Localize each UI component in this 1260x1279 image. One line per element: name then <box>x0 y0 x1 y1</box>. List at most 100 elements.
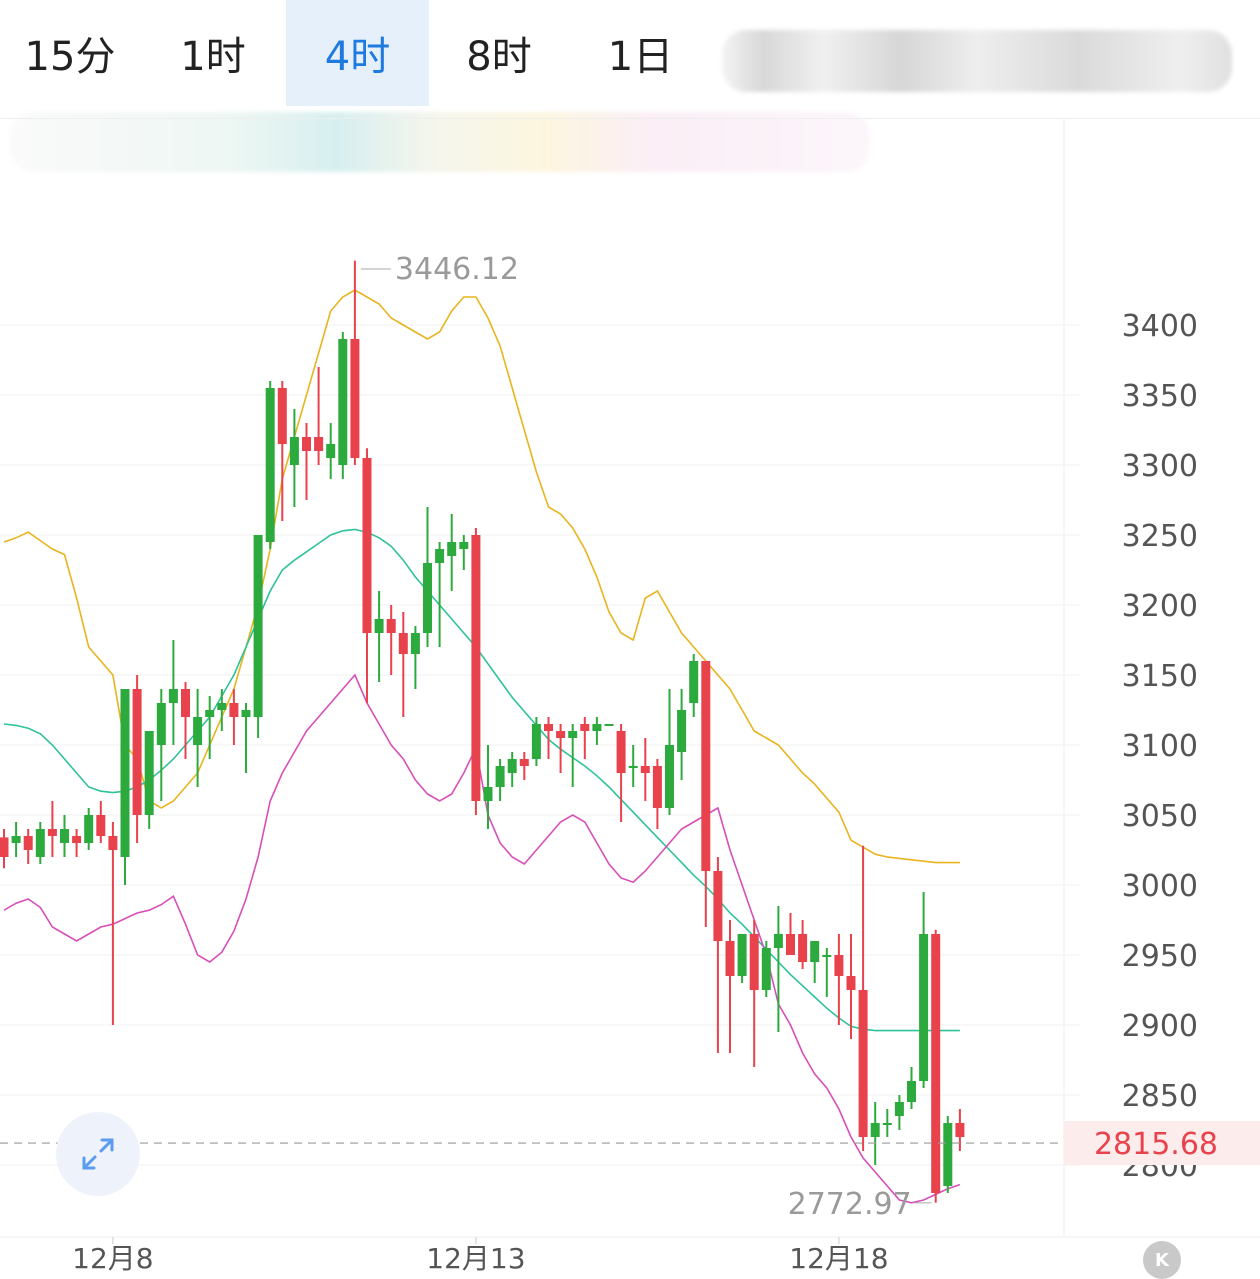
y-tick-label: 3150 <box>1122 659 1198 694</box>
candle <box>870 1102 880 1165</box>
candle <box>773 906 783 1032</box>
candle <box>665 689 674 815</box>
candle-body <box>810 941 820 962</box>
candle <box>761 941 771 997</box>
candle <box>362 448 372 703</box>
candle <box>834 934 844 1025</box>
candle-body <box>531 724 541 759</box>
candle <box>640 738 650 801</box>
high-marker-label: 3446.12 <box>395 252 519 287</box>
lower-band-line <box>3 673 961 1204</box>
candle-body <box>713 871 723 941</box>
candle <box>568 724 578 787</box>
candle-body <box>326 444 336 458</box>
timeframe-tabs: 15分 1时 4时 8时 1日 <box>0 0 1260 172</box>
candle-body <box>423 563 432 633</box>
candle-body <box>229 703 239 717</box>
candle <box>495 759 505 801</box>
candle-body <box>725 941 735 976</box>
candle-body <box>435 549 445 563</box>
candle-body <box>882 1123 892 1125</box>
candle-body <box>894 1102 904 1116</box>
bollinger-bands <box>3 289 961 1204</box>
candle-body <box>108 836 118 850</box>
candle <box>84 808 94 850</box>
candle-body <box>205 710 215 717</box>
candle <box>60 815 69 857</box>
candle <box>96 801 106 843</box>
candle-body <box>592 724 602 731</box>
candle-body <box>749 934 759 990</box>
candle <box>193 689 203 787</box>
tab-8h[interactable]: 8时 <box>466 34 532 80</box>
candle <box>35 822 45 864</box>
candle-body <box>314 437 324 451</box>
candle-body <box>156 703 166 745</box>
low-marker-label: 2772.97 <box>788 1187 912 1222</box>
candle-body <box>919 934 929 1081</box>
candle <box>810 941 820 983</box>
candle-body <box>193 717 203 745</box>
candle-body <box>580 724 590 731</box>
candles <box>0 260 965 1203</box>
candle <box>604 724 614 726</box>
candle-body <box>132 689 142 815</box>
candle <box>955 1109 965 1151</box>
x-tick-label: 12月8 <box>72 1242 153 1275</box>
candle-body <box>277 388 287 444</box>
candle-body <box>701 661 711 871</box>
tab-15min[interactable]: 15分 <box>24 34 116 80</box>
candle-body <box>241 710 251 717</box>
tab-1h[interactable]: 1时 <box>180 34 246 80</box>
candle-body <box>410 633 420 654</box>
expand-arrows-icon <box>82 1138 114 1170</box>
candle <box>507 752 517 787</box>
candle-body <box>846 976 856 990</box>
tab-1d[interactable]: 1日 <box>607 34 674 80</box>
candle <box>120 689 130 885</box>
markers: 3446.12 2772.97 2815.68 <box>0 252 1260 1222</box>
candle <box>907 1067 916 1109</box>
candle-body <box>604 724 614 726</box>
candle <box>374 591 384 682</box>
candle <box>168 640 178 745</box>
candle-body <box>447 542 457 556</box>
candle-body <box>96 815 106 836</box>
candle-body <box>495 766 505 787</box>
candle <box>398 612 408 717</box>
candle-body <box>350 339 360 458</box>
candle <box>749 920 759 1067</box>
candle-body <box>544 724 553 731</box>
expand-button[interactable] <box>56 1112 140 1196</box>
candle <box>11 822 21 857</box>
candle <box>435 542 445 647</box>
y-tick-label: 3400 <box>1122 309 1198 344</box>
y-tick-label: 2850 <box>1122 1079 1198 1114</box>
candle <box>677 689 687 780</box>
candle <box>931 929 941 1203</box>
candle <box>447 514 457 591</box>
candle <box>289 409 299 507</box>
candle <box>725 920 735 1053</box>
candle <box>592 717 602 745</box>
candle-body <box>168 689 178 703</box>
candle <box>0 829 9 869</box>
candle <box>386 605 396 675</box>
candle <box>616 724 626 822</box>
candle-body <box>907 1081 916 1102</box>
candle-body <box>665 745 674 808</box>
y-tick-label: 3050 <box>1122 799 1198 834</box>
candle-body <box>773 934 783 948</box>
tab-4h[interactable]: 4时 <box>286 0 429 106</box>
candle-body <box>23 836 33 850</box>
candle <box>72 829 82 857</box>
candle-body <box>253 535 263 717</box>
upper-band-line <box>3 289 960 864</box>
middle-band-line <box>3 528 960 1032</box>
candle <box>894 1095 904 1130</box>
y-axis: 2800285029002950300030503100315032003250… <box>1122 309 1198 1184</box>
y-tick-label: 3000 <box>1122 869 1198 904</box>
y-tick-label: 3100 <box>1122 729 1198 764</box>
candle <box>882 1109 892 1137</box>
